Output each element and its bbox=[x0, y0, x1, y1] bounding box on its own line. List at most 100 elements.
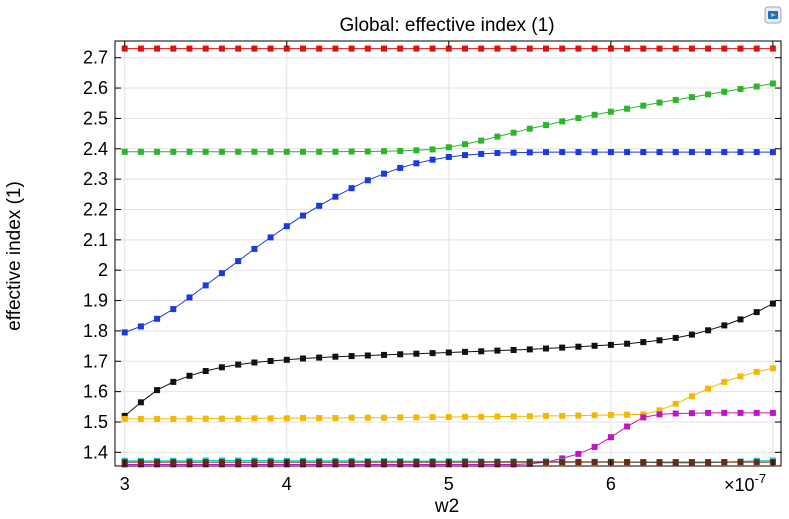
data-point bbox=[235, 148, 242, 155]
data-point bbox=[753, 45, 760, 52]
data-point bbox=[300, 45, 306, 52]
data-point bbox=[575, 45, 582, 52]
data-point bbox=[267, 358, 274, 364]
data-point bbox=[737, 373, 744, 380]
data-point bbox=[737, 86, 744, 92]
data-point bbox=[267, 459, 274, 466]
data-point bbox=[769, 45, 776, 52]
data-point bbox=[607, 434, 614, 441]
x-axis-label: w2 bbox=[434, 496, 459, 517]
data-point bbox=[300, 415, 306, 421]
x-tick-label: 3 bbox=[120, 474, 130, 494]
y-tick-label: 1.9 bbox=[83, 291, 108, 311]
data-point bbox=[218, 45, 225, 52]
data-point bbox=[170, 148, 177, 155]
data-point bbox=[753, 309, 760, 316]
data-point bbox=[607, 412, 614, 418]
data-point bbox=[607, 341, 614, 348]
data-point bbox=[769, 365, 776, 372]
data-point bbox=[202, 282, 209, 289]
data-point bbox=[753, 83, 760, 90]
data-point bbox=[526, 45, 533, 52]
data-point bbox=[429, 459, 436, 466]
data-point bbox=[688, 149, 695, 156]
data-point bbox=[721, 149, 728, 156]
data-point bbox=[300, 212, 306, 219]
data-point bbox=[462, 141, 468, 148]
data-point bbox=[510, 149, 517, 156]
data-point bbox=[591, 149, 598, 156]
data-point bbox=[381, 351, 387, 358]
x-axis-multiplier-base: ×10 bbox=[724, 475, 755, 495]
x-axis-multiplier-exponent: -7 bbox=[755, 471, 767, 486]
data-point bbox=[235, 415, 242, 422]
data-point bbox=[121, 148, 128, 155]
data-point bbox=[656, 149, 663, 156]
data-point bbox=[737, 409, 744, 416]
data-point bbox=[218, 364, 225, 371]
data-point bbox=[332, 415, 339, 421]
data-point bbox=[478, 413, 485, 420]
data-point bbox=[543, 149, 549, 156]
data-point bbox=[526, 459, 533, 466]
data-point bbox=[267, 148, 274, 155]
data-point bbox=[445, 45, 452, 52]
data-point bbox=[267, 45, 274, 52]
data-point bbox=[591, 342, 598, 349]
data-point bbox=[413, 350, 420, 357]
data-point bbox=[591, 412, 598, 419]
data-point bbox=[543, 122, 549, 129]
data-point bbox=[494, 459, 501, 466]
series-5 bbox=[121, 365, 776, 422]
data-point bbox=[753, 459, 760, 466]
data-point bbox=[186, 459, 193, 466]
data-point bbox=[202, 459, 209, 466]
graphics-window-icon[interactable] bbox=[764, 6, 782, 24]
data-point bbox=[721, 88, 728, 95]
data-point bbox=[705, 459, 712, 466]
grid-lines bbox=[115, 41, 781, 466]
data-point bbox=[235, 258, 242, 265]
data-point bbox=[543, 459, 549, 466]
data-point bbox=[510, 347, 517, 353]
data-point bbox=[121, 415, 128, 422]
data-point bbox=[640, 414, 647, 421]
data-point bbox=[478, 150, 485, 157]
data-point bbox=[624, 423, 631, 430]
data-point bbox=[607, 149, 614, 156]
data-point bbox=[154, 45, 161, 52]
data-point bbox=[705, 327, 712, 334]
data-point bbox=[737, 316, 744, 323]
data-point bbox=[300, 355, 306, 362]
data-point bbox=[591, 459, 598, 466]
data-point bbox=[381, 148, 387, 155]
data-point bbox=[591, 443, 598, 450]
data-point bbox=[510, 413, 517, 420]
data-point bbox=[429, 45, 436, 52]
x-axis-multiplier: ×10-7 bbox=[724, 471, 766, 495]
data-point bbox=[218, 459, 225, 466]
y-tick-label: 2.3 bbox=[83, 169, 108, 189]
data-point bbox=[283, 415, 290, 422]
data-point bbox=[575, 115, 582, 122]
data-point bbox=[316, 415, 323, 421]
data-point bbox=[267, 234, 274, 241]
data-point bbox=[543, 412, 549, 419]
data-point bbox=[543, 45, 549, 52]
data-point bbox=[640, 459, 647, 466]
data-point bbox=[753, 409, 760, 416]
data-point bbox=[348, 45, 355, 52]
data-point bbox=[688, 410, 695, 417]
y-tick-label: 1.6 bbox=[83, 382, 108, 402]
data-point bbox=[526, 413, 533, 420]
data-point bbox=[154, 148, 161, 155]
data-point bbox=[316, 148, 323, 155]
y-tick-label: 2.5 bbox=[83, 108, 108, 128]
data-point bbox=[737, 459, 744, 466]
series-1 bbox=[121, 45, 776, 52]
data-point bbox=[170, 459, 177, 466]
data-point bbox=[656, 407, 663, 414]
data-point bbox=[154, 387, 161, 394]
data-point bbox=[137, 323, 144, 330]
data-point bbox=[478, 45, 485, 52]
